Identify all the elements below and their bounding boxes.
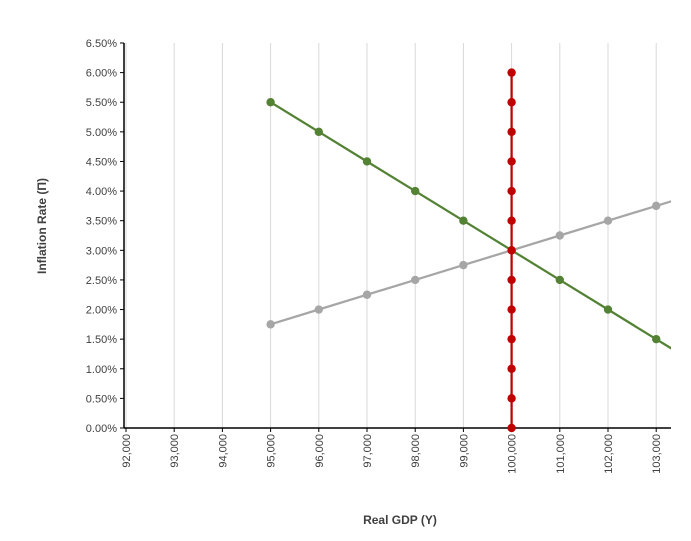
- grid: [125, 43, 657, 428]
- data-point: [314, 127, 323, 137]
- series-1: [266, 200, 671, 329]
- data-point: [555, 275, 564, 285]
- data-point: [507, 394, 516, 403]
- y-tick-label: 1.00%: [86, 364, 117, 376]
- y-tick-label: 6.00%: [86, 68, 117, 80]
- data-point: [507, 334, 516, 344]
- data-point: [507, 275, 516, 285]
- data-point: [507, 423, 516, 433]
- x-tick-label: 97,000: [362, 434, 374, 468]
- data-point: [507, 364, 516, 373]
- axes: [120, 42, 671, 432]
- y-tick-label: 2.00%: [86, 305, 117, 317]
- data-point: [555, 231, 564, 240]
- data-point: [507, 68, 516, 77]
- data-point: [411, 186, 420, 196]
- data-point: [459, 260, 468, 270]
- data-point: [652, 201, 661, 211]
- data-point: [507, 157, 516, 166]
- data-point: [603, 305, 613, 314]
- x-tick-label: 95,000: [266, 434, 278, 468]
- data-point: [507, 127, 516, 137]
- x-tick-label: 102,000: [603, 434, 615, 474]
- x-tick-label: 100,000: [507, 434, 519, 474]
- tick-labels: 0.00% 0.50% 1.00% 1.50% 2.00% 2.50% 3.00% 3.50%…: [86, 38, 663, 474]
- series-line: [270, 101, 671, 350]
- x-tick-label: 99,000: [458, 434, 470, 468]
- data-point: [603, 216, 613, 225]
- series-3: [507, 68, 516, 433]
- y-tick-label: 4.00%: [86, 186, 117, 198]
- x-tick-label: 96,000: [314, 434, 326, 468]
- x-tick-label: 93,000: [169, 434, 181, 468]
- data-point: [362, 290, 372, 299]
- y-tick-label: 5.50%: [86, 97, 117, 109]
- series-line: [270, 200, 671, 326]
- y-tick-label: 0.50%: [86, 393, 117, 405]
- series-layer: [266, 68, 671, 433]
- data-point: [459, 216, 468, 225]
- y-tick-label: 3.00%: [86, 245, 117, 257]
- y-tick-label: 5.00%: [86, 127, 117, 139]
- x-tick-label: 103,000: [651, 434, 663, 474]
- y-tick-label: 6.50%: [86, 38, 117, 50]
- data-point: [507, 305, 516, 314]
- x-tick-label: 101,000: [555, 434, 567, 474]
- data-point: [362, 157, 372, 166]
- x-axis-title: Real GDP (Y): [363, 513, 437, 527]
- y-tick-label: 1.50%: [86, 334, 117, 346]
- data-point: [652, 334, 661, 344]
- data-point: [411, 275, 420, 285]
- y-tick-label: 2.50%: [86, 275, 117, 287]
- x-tick-label: 92,000: [121, 434, 133, 468]
- data-point: [507, 246, 516, 255]
- x-tick-label: 94,000: [217, 434, 229, 468]
- y-tick-label: 3.50%: [86, 216, 117, 228]
- series-2: [266, 98, 671, 350]
- x-tick-label: 98,000: [410, 434, 422, 468]
- y-tick-label: 4.50%: [86, 156, 117, 168]
- data-point: [507, 186, 516, 196]
- data-point: [507, 216, 516, 225]
- data-point: [266, 320, 275, 329]
- y-tick-label: 0.00%: [86, 423, 117, 435]
- data-point: [266, 98, 275, 107]
- data-point: [314, 305, 323, 314]
- data-point: [507, 98, 516, 107]
- y-axis-title: Inflation Rate (Π): [35, 178, 49, 274]
